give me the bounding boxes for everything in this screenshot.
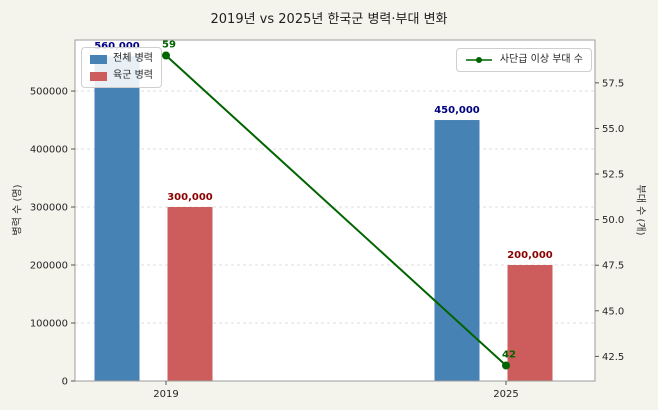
line-value-label: 42: [502, 350, 516, 361]
line-legend: 사단급 이상 부대 수: [455, 48, 592, 72]
legend-item-total-forces: 전체 병력: [90, 53, 153, 65]
units-line: [165, 54, 507, 367]
y-left-tick-label: 300000: [30, 203, 68, 214]
bar-value-label: 560,000: [94, 41, 140, 52]
line-value-label: 59: [162, 40, 176, 51]
x-tick-label: 2025: [493, 389, 518, 400]
line-point-2025: [502, 361, 510, 370]
bar-value-label: 200,000: [507, 250, 553, 261]
y-left-tick-label: 400000: [30, 145, 68, 156]
bar-series0-2025: [434, 120, 480, 381]
bar-series1-2019: [167, 207, 213, 381]
y-right-tick-label: 50.0: [602, 215, 624, 226]
line-marker-icon: [465, 55, 493, 65]
y-right-tick-label: 47.5: [602, 261, 624, 272]
y-right-tick-label: 52.5: [602, 170, 624, 181]
chart-title: 2019년 vs 2025년 한국군 병력·부대 변화: [210, 12, 448, 27]
bar-series0-2019: [94, 56, 140, 381]
y-right-tick-label: 57.5: [602, 78, 624, 89]
line-point-2019: [162, 51, 170, 60]
y-left-tick-label: 500000: [30, 87, 68, 98]
x-tick-label: 2019: [153, 389, 178, 400]
y-left-tick-label: 0: [62, 377, 68, 388]
bar-legend: 전체 병력 육군 병력: [81, 47, 162, 88]
army-forces-color-swatch: [90, 71, 107, 81]
legend-label-units-line: 사단급 이상 부대 수: [499, 54, 583, 65]
legend-item-army-forces: 육군 병력: [90, 70, 153, 82]
bar-value-label: 450,000: [434, 105, 480, 116]
y-left-tick-label: 200000: [30, 261, 68, 272]
bar-value-label: 300,000: [167, 192, 213, 203]
y-left-tick-label: 100000: [30, 319, 68, 330]
y-right-tick-label: 55.0: [602, 124, 624, 135]
right-axis-title: 부대 수 (개): [634, 184, 646, 236]
legend-label-army-forces: 육군 병력: [113, 70, 153, 81]
plot-border: [74, 39, 596, 382]
bar-series1-2025: [507, 265, 553, 381]
total-forces-color-swatch: [90, 54, 107, 64]
legend-label-total-forces: 전체 병력: [113, 53, 153, 64]
left-axis-title: 병력 수 (명): [12, 184, 24, 236]
y-right-tick-label: 45.0: [602, 306, 624, 317]
y-right-tick-label: 42.5: [602, 352, 624, 363]
